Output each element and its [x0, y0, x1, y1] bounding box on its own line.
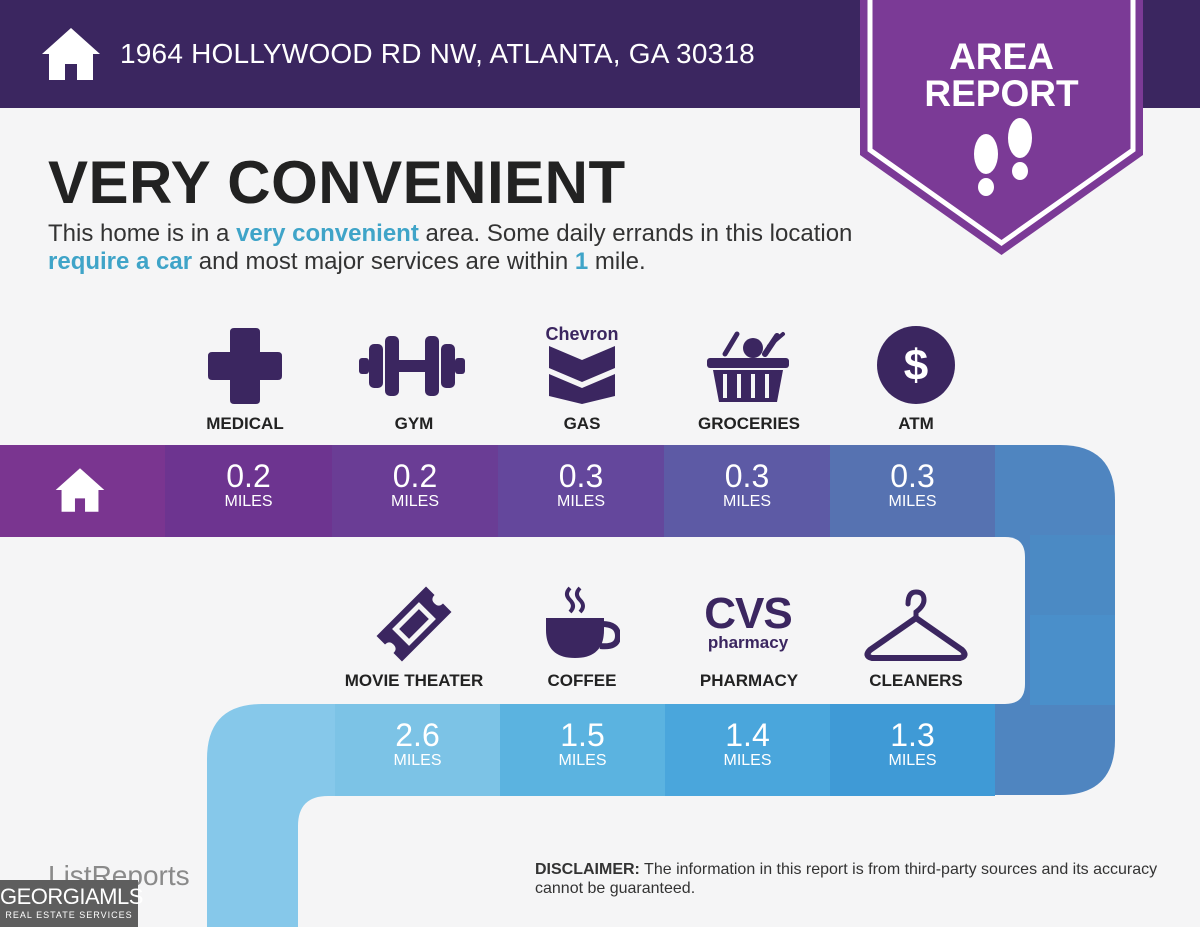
distance-cell: 1.5 MILES — [500, 704, 665, 796]
distance-value: 1.4 — [725, 717, 770, 753]
dollar-icon: $ — [836, 326, 996, 404]
distance-value: 0.2 — [226, 458, 271, 494]
georgia-mls-logo: GEORGIAMLS REAL ESTATE SERVICES — [0, 880, 143, 927]
area-report-badge — [860, 0, 1143, 255]
distance-cell: 0.2 MILES — [165, 445, 332, 537]
distance-value: 0.2 — [392, 458, 438, 494]
amenity-label-atm: ATM — [898, 414, 934, 433]
distance-unit: MILES — [723, 752, 772, 769]
distance-unit: MILES — [888, 752, 937, 769]
amenity-label-groceries: GROCERIES — [697, 414, 801, 433]
distance-cell: 0.3 MILES — [830, 445, 995, 537]
footprints-icon — [974, 118, 1032, 196]
distance-unit: MILES — [888, 493, 937, 510]
distance-unit: MILES — [722, 493, 771, 510]
distance-value: 0.3 — [890, 458, 935, 494]
badge-title: AREA REPORT — [924, 36, 1079, 114]
distance-cell: 1.4 MILES — [665, 704, 830, 796]
amenity-label-cleaners: CLEANERS — [869, 671, 963, 690]
distance-value: 1.5 — [560, 717, 605, 753]
amenity-label-gas: GAS — [563, 414, 601, 433]
distance-unit: MILES — [393, 752, 442, 769]
summary-description: This home is in a very convenient area. … — [48, 220, 853, 275]
medical-cross-icon — [165, 328, 325, 404]
dumbbell-icon — [332, 336, 492, 396]
distance-value: 0.3 — [724, 458, 770, 494]
distance-value: 0.3 — [558, 458, 604, 494]
chevron-logo-icon: Chevron — [502, 324, 662, 404]
amenity-label-gym: GYM — [394, 414, 434, 433]
cvs-logo-icon: CVS pharmacy — [704, 589, 792, 652]
svg-text:$: $ — [904, 341, 928, 390]
convenience-rating: VERY CONVENIENT — [48, 149, 626, 216]
amenity-label-movie-theater: MOVIE THEATER — [344, 671, 484, 690]
distance-cell: 0.2 MILES — [332, 445, 498, 537]
property-address: 1964 HOLLYWOOD RD NW, ATLANTA, GA 30318 — [120, 38, 755, 69]
distance-cell: 0.3 MILES — [664, 445, 830, 537]
distance-cell: 2.6 MILES — [335, 704, 500, 796]
home-icon — [55, 468, 105, 512]
home-icon — [42, 28, 100, 80]
distance-unit: MILES — [224, 493, 273, 510]
coffee-cup-icon — [502, 586, 662, 660]
distance-cell: 1.3 MILES — [830, 704, 995, 796]
amenity-label-medical: MEDICAL — [206, 414, 284, 433]
disclaimer: DISCLAIMER: The information in this repo… — [535, 861, 1158, 897]
amenity-label-coffee: COFFEE — [547, 671, 617, 690]
ticket-icon — [334, 584, 494, 664]
distance-unit: MILES — [558, 752, 607, 769]
distance-cell: 0.3 MILES — [498, 445, 664, 537]
distance-unit: MILES — [390, 493, 439, 510]
amenity-label-pharmacy: PHARMACY — [699, 671, 799, 690]
hanger-icon — [836, 588, 996, 662]
distance-value: 2.6 — [395, 717, 440, 753]
distance-unit: MILES — [556, 493, 605, 510]
grocery-basket-icon — [668, 330, 828, 402]
distance-value: 1.3 — [890, 717, 935, 753]
